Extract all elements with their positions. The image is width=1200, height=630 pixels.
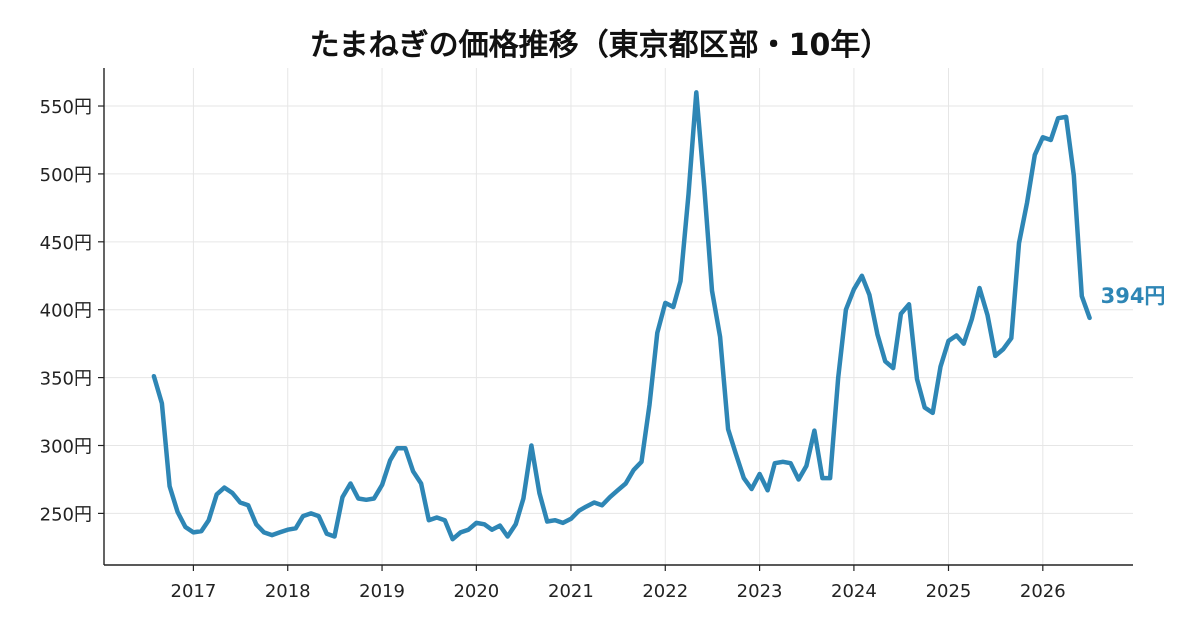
chart-title: たまねぎの価格推移（東京都区部・10年） — [310, 28, 891, 63]
price-series-line — [151, 90, 1092, 542]
y-tick-label: 400円 — [40, 301, 92, 322]
x-tick-label: 2021 — [548, 581, 594, 602]
x-tick-labels: 2017 2018 2019 2020 2021 2022 2023 2024 2025 2026 — [171, 581, 1066, 602]
axes — [98, 68, 1133, 571]
y-tick-label: 300円 — [40, 437, 92, 458]
end-value-label: 394円 — [1101, 284, 1166, 308]
y-tick-label: 250円 — [40, 504, 92, 525]
y-tick-label: 350円 — [40, 369, 92, 390]
x-tick-label: 2017 — [171, 581, 217, 602]
x-tick-label: 2018 — [265, 581, 311, 602]
y-tick-labels: 250円 300円 350円 400円 450円 500円 550円 — [40, 97, 92, 525]
x-tick-label: 2020 — [453, 581, 499, 602]
y-tick-label: 550円 — [40, 97, 92, 118]
y-tick-label: 500円 — [40, 165, 92, 186]
x-tick-label: 2022 — [642, 581, 688, 602]
x-tick-label: 2026 — [1020, 581, 1066, 602]
x-tick-label: 2019 — [359, 581, 405, 602]
x-tick-label: 2025 — [926, 581, 972, 602]
x-tick-label: 2024 — [831, 581, 877, 602]
grid — [104, 68, 1133, 565]
y-tick-label: 450円 — [40, 233, 92, 254]
x-tick-label: 2023 — [737, 581, 783, 602]
